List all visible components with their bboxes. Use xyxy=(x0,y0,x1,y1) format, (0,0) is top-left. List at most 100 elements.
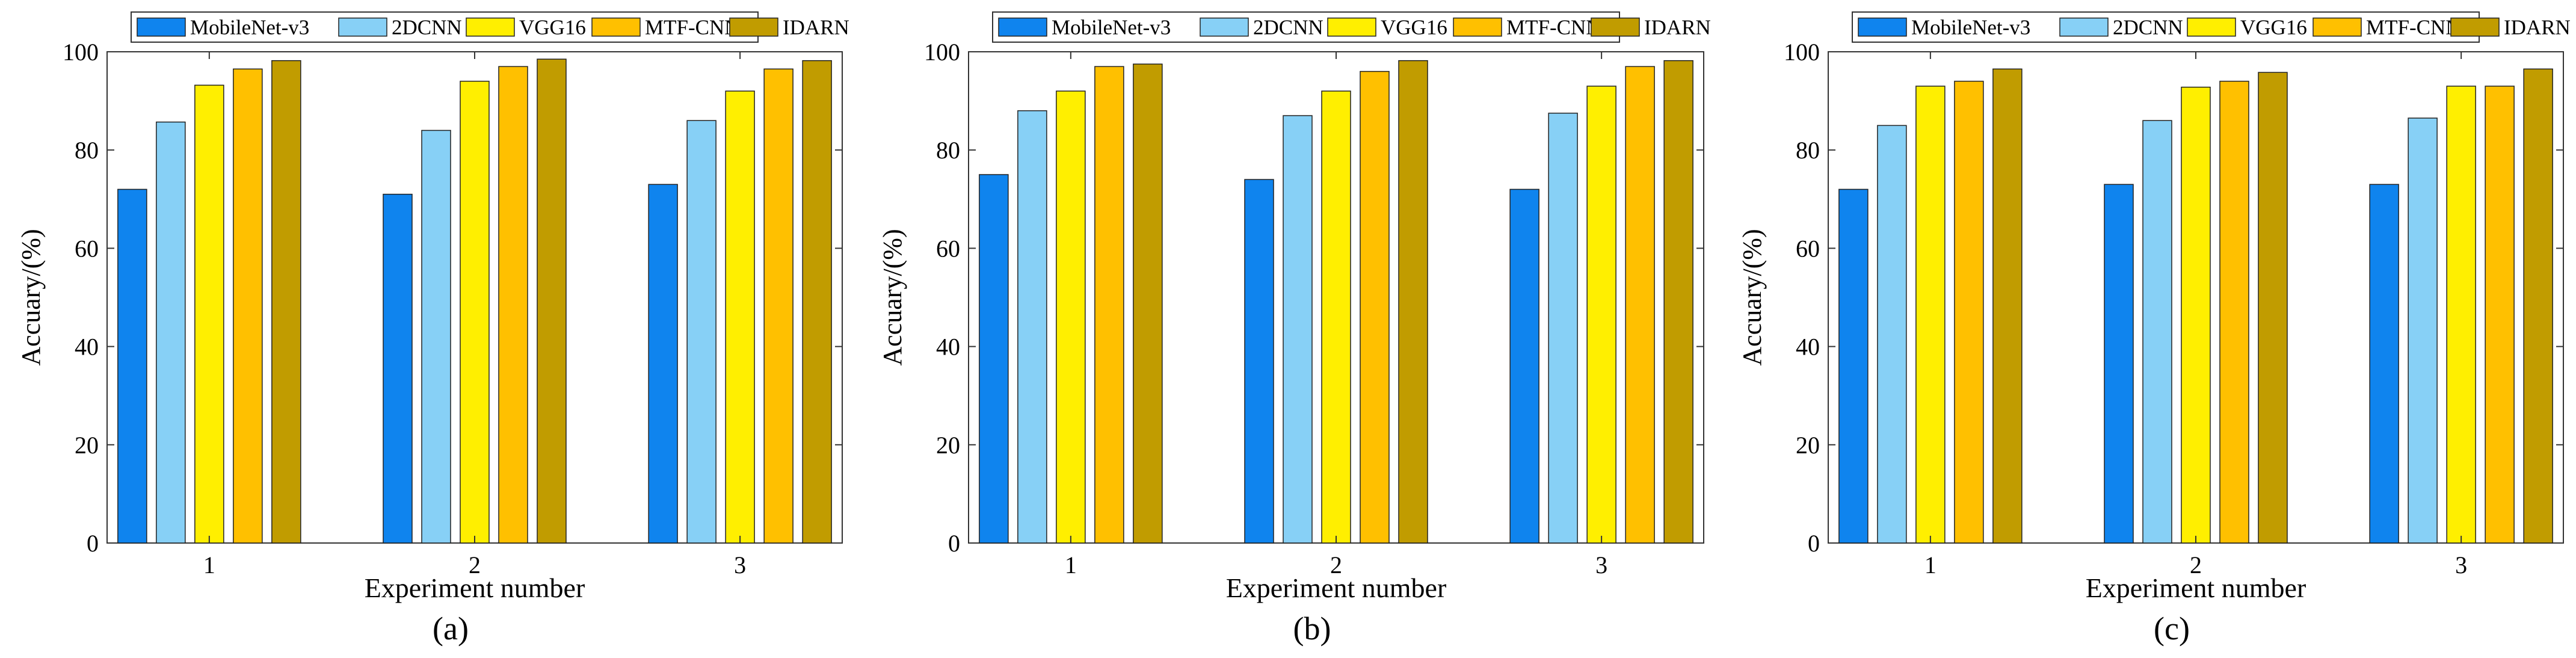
legend-label: VGG16 xyxy=(2240,16,2307,39)
y-tick-label: 0 xyxy=(87,530,99,557)
bar-2dcnn-exp-1 xyxy=(1017,110,1047,544)
bar-mtf-cnn-exp-2 xyxy=(2219,81,2249,544)
legend-swatch xyxy=(137,17,186,37)
bar-mtf-cnn-exp-2 xyxy=(1360,70,1390,544)
y-tick-label: 0 xyxy=(1808,530,1820,557)
x-axis-label: Experiment number xyxy=(2086,573,2306,603)
x-tick-label: 3 xyxy=(2455,551,2467,579)
bar-idarn-exp-3 xyxy=(1663,60,1693,544)
legend-swatch xyxy=(2450,17,2500,37)
bar-2dcnn-exp-2 xyxy=(421,129,451,544)
x-tick-label: 2 xyxy=(469,551,481,579)
bar-mobilenet-v3-exp-3 xyxy=(2369,184,2399,544)
legend-frame xyxy=(992,11,1620,43)
legend-swatch xyxy=(2059,17,2109,37)
legend-label: MTF-CNN xyxy=(645,16,740,39)
chart-panel-2: 0 20 40 60 80 100 Accuary/(%) 1 2 3 Experiment num… xyxy=(878,11,1711,647)
x-tick-label: 1 xyxy=(203,551,215,579)
x-axis-label: Experiment number xyxy=(365,573,585,603)
legend-swatch xyxy=(591,17,641,37)
bar-mobilenet-v3-exp-2 xyxy=(1244,179,1274,544)
panel-label: (c) xyxy=(2154,610,2190,647)
y-tick-label: 60 xyxy=(936,235,960,262)
bar-vgg16-exp-2 xyxy=(2181,87,2211,544)
legend-label: IDARN xyxy=(2504,16,2571,39)
legend-label: VGG16 xyxy=(519,16,586,39)
x-axis-label: Experiment number xyxy=(1226,573,1447,603)
legend-swatch xyxy=(1200,17,1249,37)
bar-mtf-cnn-exp-2 xyxy=(498,66,528,544)
legend-label: IDARN xyxy=(1644,16,1711,39)
y-tick-label: 80 xyxy=(936,137,960,164)
y-tick-label: 100 xyxy=(924,39,960,66)
y-tick-label: 100 xyxy=(1784,39,1820,66)
bar-mobilenet-v3-exp-1 xyxy=(979,174,1009,544)
legend-swatch xyxy=(2313,17,2362,37)
legend-label: 2DCNN xyxy=(392,16,462,39)
bar-vgg16-exp-3 xyxy=(1586,85,1616,544)
bar-vgg16-exp-2 xyxy=(460,81,490,544)
y-tick-label: 80 xyxy=(1796,137,1820,164)
bar-mtf-cnn-exp-1 xyxy=(233,68,263,544)
bar-mtf-cnn-exp-1 xyxy=(1954,81,1984,544)
bar-mtf-cnn-exp-3 xyxy=(1625,66,1655,544)
bar-mobilenet-v3-exp-1 xyxy=(1838,188,1869,544)
legend-label: MobileNet-v3 xyxy=(190,16,309,39)
legend: MobileNet-v3 2DCNN VGG16 MTF-CNN IDARN xyxy=(992,11,1711,43)
bar-vgg16-exp-1 xyxy=(1915,85,1946,544)
x-tick-label: 3 xyxy=(1595,551,1607,579)
x-tick-label: 3 xyxy=(734,551,746,579)
y-tick-label: 0 xyxy=(948,530,960,557)
legend-swatch xyxy=(466,17,515,37)
bar-2dcnn-exp-2 xyxy=(1283,115,1313,544)
legend-label: IDARN xyxy=(783,16,849,39)
y-tick-label: 20 xyxy=(936,432,960,459)
bar-2dcnn-exp-1 xyxy=(156,121,186,544)
bar-2dcnn-exp-3 xyxy=(1548,113,1578,544)
bar-idarn-exp-2 xyxy=(537,58,567,544)
y-axis-label: Accuary/(%) xyxy=(16,229,46,365)
bar-idarn-exp-1 xyxy=(1992,68,2023,544)
bar-mobilenet-v3-exp-3 xyxy=(648,184,678,544)
bar-vgg16-exp-2 xyxy=(1321,90,1351,544)
bar-mobilenet-v3-exp-2 xyxy=(383,193,413,544)
bar-2dcnn-exp-3 xyxy=(686,120,716,544)
bar-vgg16-exp-1 xyxy=(194,84,224,544)
legend-swatch xyxy=(338,17,387,37)
bar-idarn-exp-1 xyxy=(271,60,301,544)
legend-swatch xyxy=(1858,17,1907,37)
chart-panel-3: 0 20 40 60 80 100 Accuary/(%) 1 2 3 Experiment num… xyxy=(1737,11,2571,647)
bar-mobilenet-v3-exp-1 xyxy=(117,188,147,544)
bar-mobilenet-v3-exp-3 xyxy=(1509,188,1539,544)
y-tick-label: 20 xyxy=(1796,432,1820,459)
y-tick-label: 60 xyxy=(75,235,99,262)
bar-mtf-cnn-exp-1 xyxy=(1094,66,1124,544)
legend-label: 2DCNN xyxy=(2113,16,2183,39)
bar-idarn-exp-2 xyxy=(1398,60,1428,544)
y-axis-label: Accuary/(%) xyxy=(1737,229,1767,365)
x-tick-label: 1 xyxy=(1065,551,1077,579)
chart-panel-1: 0 20 40 60 80 100 Accuary/(%) 1 2 3 Experiment num… xyxy=(16,11,849,647)
bar-mtf-cnn-exp-3 xyxy=(2485,85,2515,544)
y-tick-label: 60 xyxy=(1796,235,1820,262)
panel-label: (a) xyxy=(433,610,469,647)
y-tick-label: 100 xyxy=(63,39,99,66)
legend-label: MTF-CNN xyxy=(2366,16,2461,39)
y-tick-label: 40 xyxy=(75,334,99,361)
bar-vgg16-exp-3 xyxy=(725,90,755,544)
x-tick-label: 1 xyxy=(1924,551,1937,579)
y-tick-label: 40 xyxy=(1796,334,1820,361)
x-tick-label: 2 xyxy=(2190,551,2202,579)
legend-label: MobileNet-v3 xyxy=(1911,16,2030,39)
bar-2dcnn-exp-3 xyxy=(2408,117,2438,544)
legend-label: MTF-CNN xyxy=(1506,16,1601,39)
legend: MobileNet-v3 2DCNN VGG16 MTF-CNN IDARN xyxy=(131,11,849,43)
legend-frame xyxy=(1852,11,2480,43)
bar-idarn-exp-2 xyxy=(2258,72,2288,544)
y-axis-label: Accuary/(%) xyxy=(878,229,907,365)
legend: MobileNet-v3 2DCNN VGG16 MTF-CNN IDARN xyxy=(1852,11,2571,43)
panel-label: (b) xyxy=(1293,610,1331,647)
bar-idarn-exp-3 xyxy=(2523,68,2553,544)
legend-label: VGG16 xyxy=(1381,16,1447,39)
